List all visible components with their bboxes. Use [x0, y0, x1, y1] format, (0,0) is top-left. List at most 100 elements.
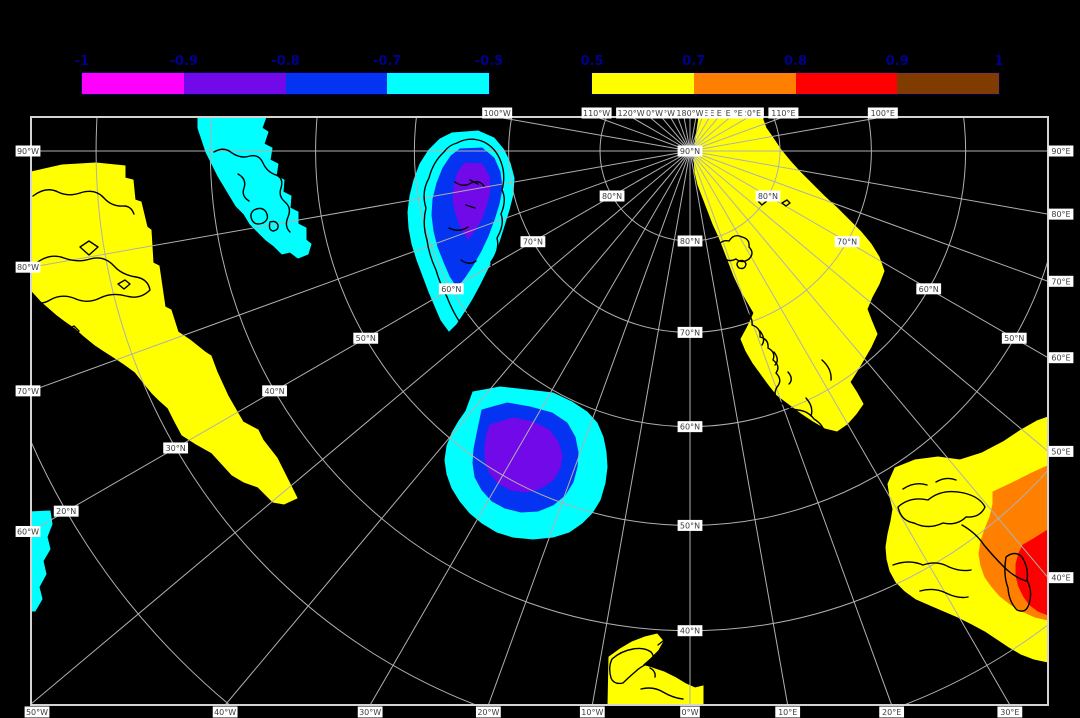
- meridian-line: [689, 150, 1048, 282]
- grid-label-box: [15, 145, 41, 157]
- meridian-line: [591, 150, 691, 705]
- negative-colorbar-segment: [82, 73, 184, 94]
- grid-label-box: [677, 519, 703, 531]
- colorbar-tick-label: 0.7: [682, 54, 706, 69]
- grid-label: 30°N: [166, 444, 186, 453]
- grid-label: 70°W: [17, 387, 39, 396]
- grid-label-box: [24, 706, 50, 718]
- grid-label: 40°N: [264, 387, 284, 396]
- colorbar-tick-label: 0.9: [885, 54, 909, 69]
- negative-colorbar-segments: [82, 73, 489, 94]
- coastline-iberia-coast: [609, 632, 684, 700]
- grid-label: 60°W: [17, 527, 39, 536]
- grid-label: 100°W: [484, 109, 511, 118]
- grid-label-box: [634, 107, 665, 119]
- grid-label: 120°W: [618, 109, 645, 118]
- meridian-line: [689, 150, 1048, 453]
- grid-label: 60°N: [441, 285, 461, 294]
- meridian-line: [689, 150, 1048, 579]
- grid-label-box: [677, 235, 703, 247]
- grid-label-box: [1001, 332, 1027, 344]
- grid-label: 60°N: [680, 423, 700, 432]
- grid-label-box: [15, 525, 41, 537]
- grid-label-box: [599, 190, 625, 202]
- grid-label-box: [357, 706, 383, 718]
- colorbar-tick-label: -0.5: [474, 54, 504, 69]
- coastline-greenland-coast: [423, 138, 505, 322]
- positive-colorbar: 0.5 0.7 0.8 0.9 1: [580, 54, 1004, 95]
- negative-colorbar: -1 -0.9 -0.8 -0.7 -0.5: [75, 54, 503, 95]
- grid-label-box: [775, 706, 801, 718]
- grid-label: 50°N: [1004, 334, 1024, 343]
- grid-label: 80°W: [17, 263, 39, 272]
- coastline-norway-coast: [743, 310, 839, 470]
- meridian-line: [487, 150, 691, 705]
- grid-label-box: [916, 283, 942, 295]
- grid-label: 80°N: [680, 237, 700, 246]
- coastline-baffin-coast: [213, 148, 291, 233]
- coastline-caspian-coast: [1004, 552, 1032, 612]
- grid-label-box: [1048, 275, 1074, 287]
- colorbar-tick-label: 0.8: [783, 54, 808, 69]
- grid-label-box: [1048, 208, 1074, 220]
- grid-label: 50°E: [1051, 447, 1070, 456]
- coastline-hudson-bay-coast: [32, 189, 151, 337]
- grid-label: 70°N: [837, 238, 857, 247]
- grid-label: 60°N: [919, 285, 939, 294]
- grid-label: 30°W: [359, 708, 381, 717]
- colorbar-tick-label: -0.8: [271, 54, 300, 69]
- grid-label: 90°N: [680, 147, 700, 156]
- grid-label-box: [262, 385, 287, 397]
- grid-label-box: [867, 107, 898, 119]
- coastline-blacksea-coast: [892, 477, 1027, 599]
- grid-label-box: [1048, 352, 1074, 364]
- grid-label-box: [53, 505, 79, 517]
- grid-label-box: [997, 706, 1023, 718]
- grid-label: 20°W: [477, 708, 499, 717]
- grid-label: 70°N: [680, 328, 700, 337]
- grid-label-box: [677, 625, 703, 637]
- grid-label-box: [579, 706, 605, 718]
- grid-label: 80°N: [758, 192, 778, 201]
- grid-label: 20°E: [882, 708, 901, 717]
- colorbar-tick-label: -0.9: [169, 54, 198, 69]
- grid-label: 120°E: [737, 109, 761, 118]
- patch-scandinavia-band: [693, 117, 885, 432]
- negative-colorbar-segment: [387, 73, 489, 94]
- colorbar-tick-label: 0.5: [580, 54, 604, 69]
- negative-colorbar-segment: [285, 73, 388, 94]
- patch-blacksea-caspian-red: [1015, 529, 1048, 616]
- grid-label-box: [677, 326, 703, 338]
- grid-label: 50°W: [26, 708, 48, 717]
- grid-label-box: [1048, 445, 1074, 457]
- negative-colorbar-segment: [183, 73, 286, 94]
- meridian-line: [31, 150, 691, 705]
- grid-label-box: [482, 107, 513, 119]
- grid-label-box: [755, 190, 781, 202]
- grid-label: 0°W: [682, 708, 699, 717]
- grid-label-box: [353, 332, 379, 344]
- colorbar-tick-label: -1: [74, 54, 90, 69]
- grid-label-box: [1048, 145, 1074, 157]
- grid-label-box: [1048, 572, 1074, 584]
- meridian-line: [689, 150, 1048, 359]
- grid-label: 60°E: [1051, 354, 1070, 363]
- meridian-line: [31, 150, 691, 392]
- meridian-line: [369, 150, 691, 705]
- map-frame: [30, 116, 1049, 706]
- grid-label: 90°W: [17, 147, 39, 156]
- positive-colorbar-segment: [592, 73, 694, 94]
- grid-label-box: [163, 442, 189, 454]
- grid-label-box: [733, 107, 764, 119]
- grid-label: 50°N: [356, 334, 376, 343]
- meridian-line: [689, 150, 1011, 705]
- grid-label-box: [581, 107, 612, 119]
- grid-label: 70°N: [523, 238, 543, 247]
- grid-label: 50°N: [680, 521, 700, 530]
- grid-label-box: [677, 145, 703, 157]
- grid-label-box: [15, 385, 41, 397]
- parallel-circle: [95, 117, 1048, 705]
- grid-label: 130°W: [636, 109, 663, 118]
